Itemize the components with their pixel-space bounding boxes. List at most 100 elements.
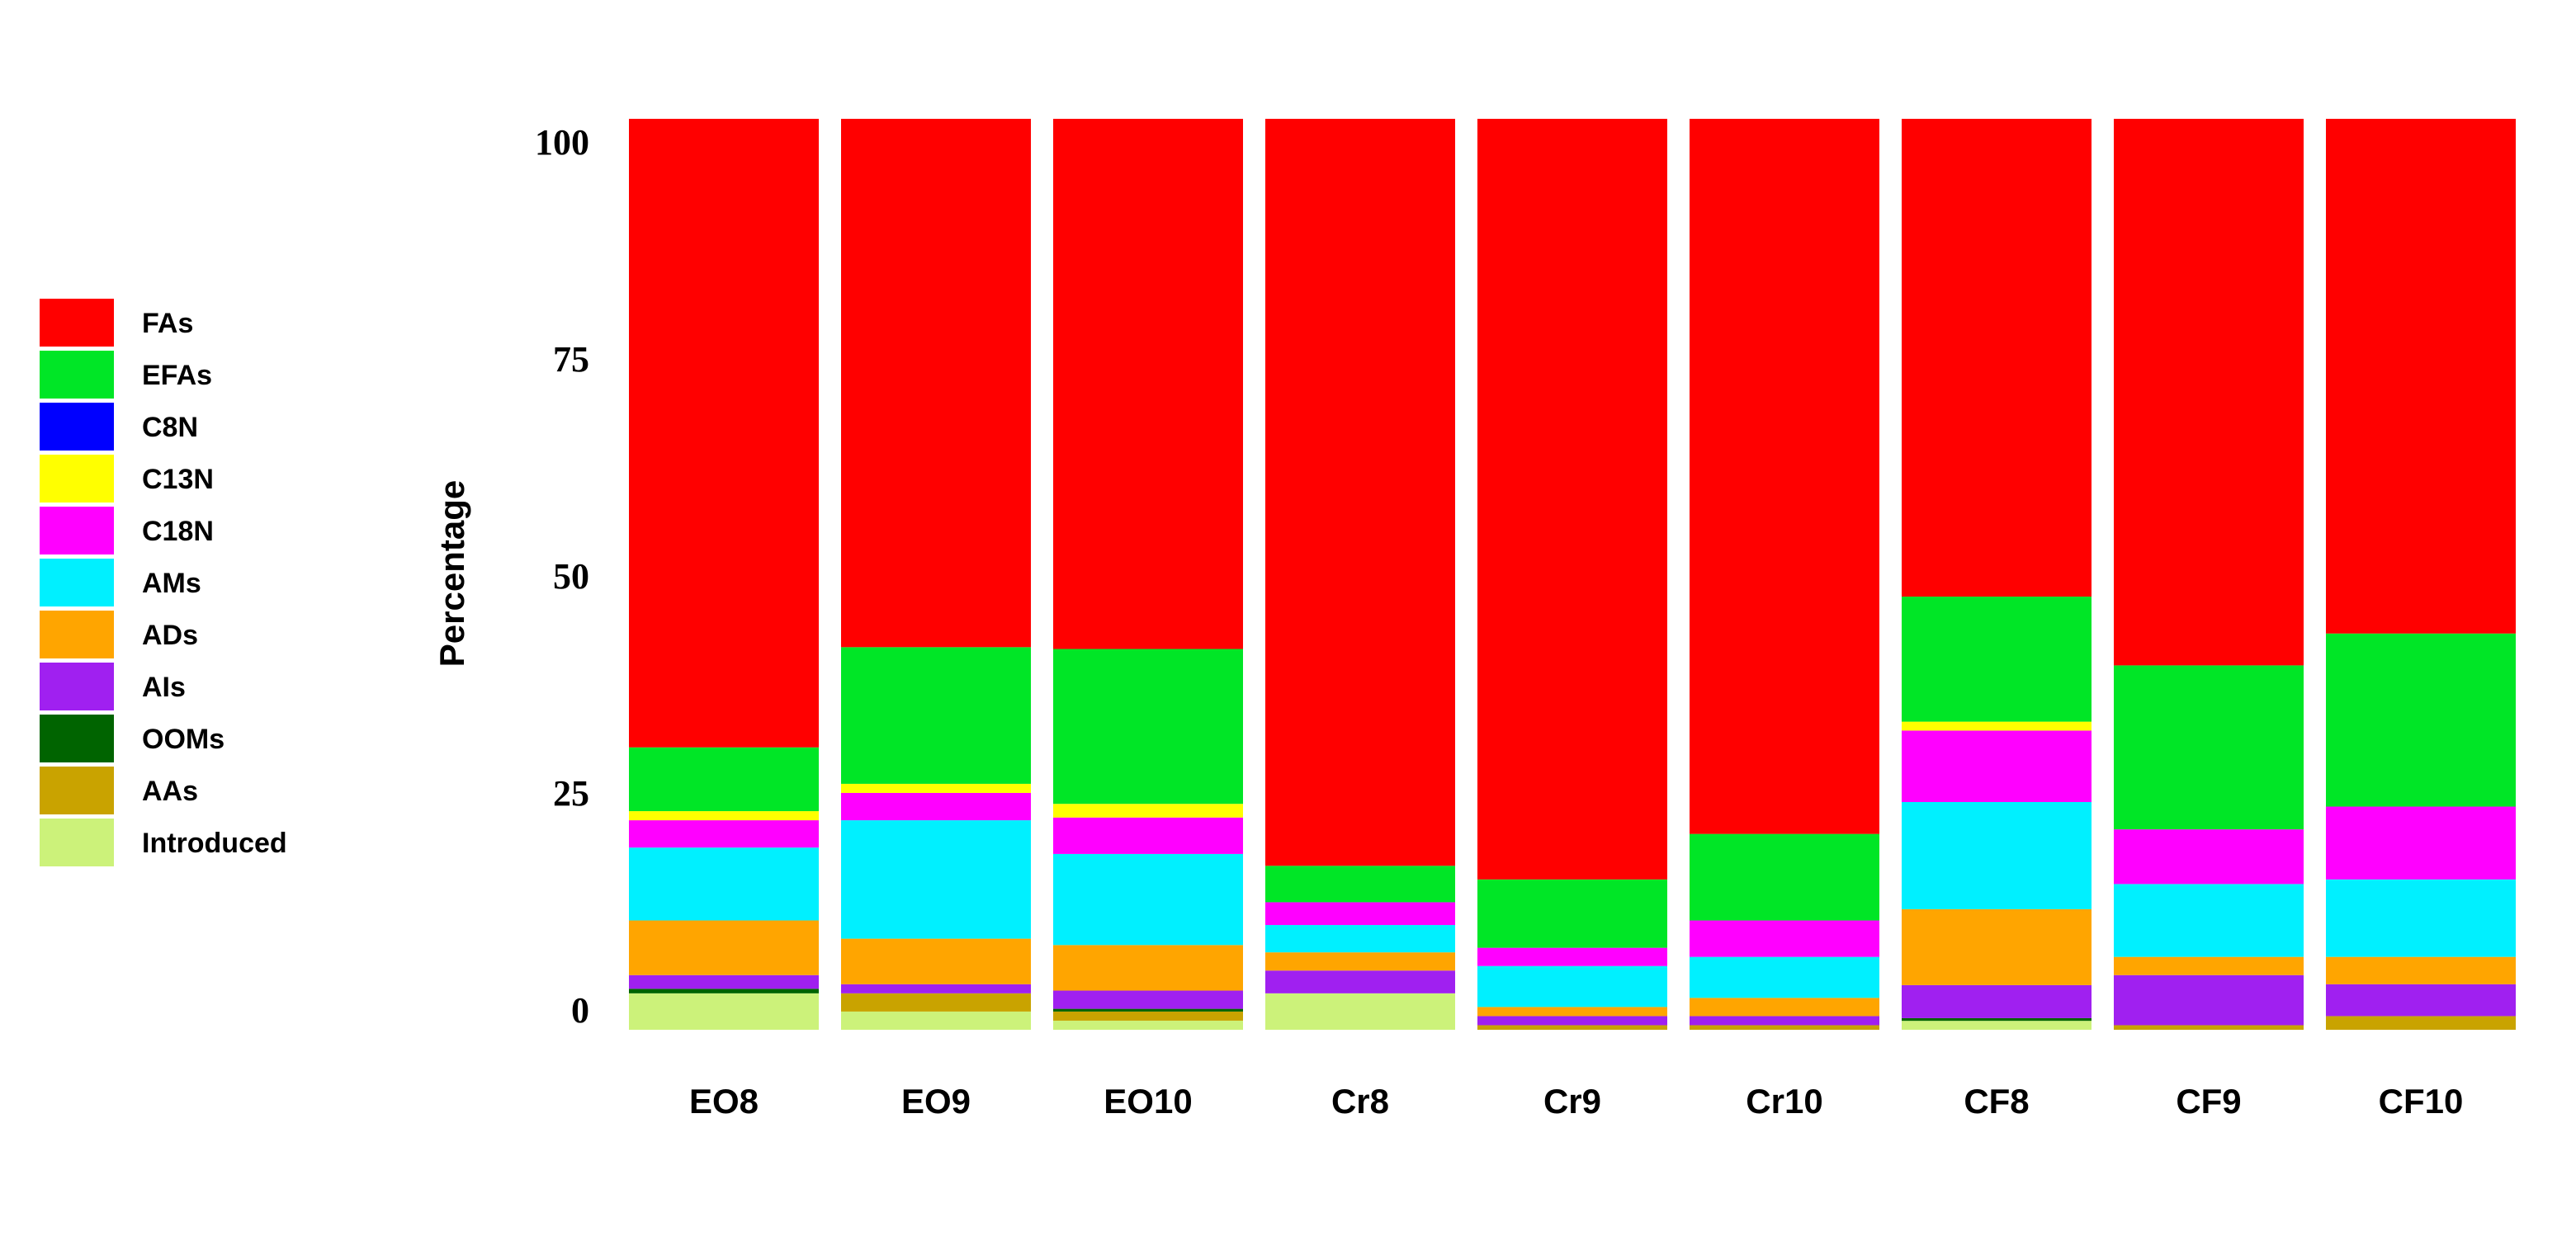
x-tick-label: Cr9 [1543, 1082, 1601, 1121]
legend-label-ams: AMs [142, 568, 201, 599]
x-tick-label: Cr8 [1331, 1082, 1389, 1121]
bar-cf10 [2326, 119, 2516, 1030]
bar-eo10 [1053, 119, 1243, 1030]
x-tick-label: CF9 [2176, 1082, 2241, 1121]
bar-segment-fas-cf8 [1902, 119, 2092, 597]
bar-segment-fas-cr10 [1690, 119, 1879, 834]
x-tick-label: EO10 [1104, 1082, 1192, 1121]
bar-segment-ooms-eo10 [1053, 1008, 1243, 1012]
bar-segment-c13n-cf8 [1902, 721, 2092, 731]
bar-segment-aas-cr10 [1690, 1025, 1879, 1030]
bar-segment-ads-cr10 [1690, 998, 1879, 1017]
bar-segment-introduced-cf8 [1902, 1021, 2092, 1030]
bar-segment-aas-eo10 [1053, 1011, 1243, 1021]
bar-cf8 [1902, 119, 2092, 1030]
bar-cr10 [1690, 119, 1879, 1030]
bar-segment-ads-cf10 [2326, 956, 2516, 984]
bar-segment-c18n-cf9 [2114, 829, 2304, 885]
bar-segment-c18n-cf8 [1902, 730, 2092, 802]
bar-segment-ams-eo9 [841, 820, 1031, 939]
x-tick-label: Cr10 [1746, 1082, 1822, 1121]
bars [629, 119, 2516, 1030]
legend-swatch-c8n [40, 403, 114, 451]
bar-segment-introduced-eo9 [841, 1011, 1031, 1030]
y-tick-label: 75 [553, 339, 589, 380]
bar-segment-efas-cr9 [1477, 879, 1667, 948]
bar-segment-ams-eo10 [1053, 853, 1243, 946]
bar-cr9 [1477, 119, 1667, 1030]
legend-swatch-aas [40, 767, 114, 814]
legend-swatch-ooms [40, 715, 114, 762]
legend: FAs EFAs C8N C13N C18N AMs ADs AIs OOMs AAs Introd… [40, 299, 287, 866]
bar-segment-c13n-eo10 [1053, 804, 1243, 818]
legend-swatch-introduced [40, 819, 114, 866]
bar-segment-ooms-cf8 [1902, 1017, 2092, 1022]
bar-segment-ads-cf8 [1902, 908, 2092, 985]
bar-segment-ais-cr9 [1477, 1016, 1667, 1026]
legend-swatch-c13n [40, 455, 114, 503]
bar-segment-c18n-cr8 [1265, 902, 1455, 926]
bar-segment-ooms-eo8 [629, 989, 819, 993]
bar-segment-ams-cf10 [2326, 879, 2516, 957]
legend-label-ais: AIs [142, 672, 186, 703]
bar-segment-ams-cr10 [1690, 956, 1879, 998]
bar-segment-efas-eo8 [629, 747, 819, 812]
bar-segment-fas-eo9 [841, 119, 1031, 648]
legend-swatch-efas [40, 351, 114, 399]
x-axis: EO8 EO9 EO10 Cr8 Cr9 Cr10 CF8 CF9 CF10 [689, 1082, 2463, 1121]
bar-segment-fas-cr8 [1265, 119, 1455, 866]
bar-segment-aas-cf10 [2326, 1016, 2516, 1030]
bar-segment-fas-cf9 [2114, 119, 2304, 666]
bar-segment-efas-cf10 [2326, 633, 2516, 807]
bar-segment-ads-eo8 [629, 920, 819, 975]
legend-label-ooms: OOMs [142, 724, 225, 755]
bar-segment-c18n-eo9 [841, 792, 1031, 821]
bar-segment-ais-eo9 [841, 984, 1031, 993]
legend-swatch-ais [40, 663, 114, 710]
y-axis: 0 25 50 75 100 [535, 122, 589, 1031]
legend-label-c13n: C13N [142, 464, 214, 495]
bar-segment-ams-cr9 [1477, 965, 1667, 1007]
legend-swatch-fas [40, 299, 114, 347]
legend-label-c18n: C18N [142, 516, 214, 547]
bar-segment-c18n-cr9 [1477, 947, 1667, 966]
bar-segment-ads-eo9 [841, 938, 1031, 984]
y-tick-label: 0 [571, 990, 589, 1031]
bar-segment-ads-eo10 [1053, 945, 1243, 991]
bar-segment-fas-eo10 [1053, 119, 1243, 649]
bar-segment-ais-cf8 [1902, 984, 2092, 1018]
bar-segment-fas-eo8 [629, 119, 819, 748]
bar-segment-ads-cr8 [1265, 952, 1455, 971]
legend-swatch-ads [40, 611, 114, 658]
bar-segment-fas-cr9 [1477, 119, 1667, 880]
bar-segment-c18n-eo10 [1053, 817, 1243, 854]
bar-segment-c18n-cr10 [1690, 920, 1879, 957]
bar-segment-introduced-eo10 [1053, 1020, 1243, 1030]
x-tick-label: CF8 [1964, 1082, 2029, 1121]
bar-cf9 [2114, 119, 2304, 1030]
bar-segment-ais-eo8 [629, 974, 819, 989]
bar-segment-c13n-eo8 [629, 811, 819, 821]
legend-label-introduced: Introduced [142, 828, 287, 859]
x-tick-label: EO9 [901, 1082, 971, 1121]
y-tick-label: 100 [535, 122, 589, 163]
bar-segment-ams-cr8 [1265, 925, 1455, 953]
y-axis-label: Percentage [432, 480, 471, 667]
x-tick-label: EO8 [689, 1082, 759, 1121]
bar-eo8 [629, 119, 819, 1030]
bar-segment-ais-cf10 [2326, 984, 2516, 1017]
bar-segment-ais-eo10 [1053, 990, 1243, 1009]
bar-segment-ams-cf8 [1902, 802, 2092, 909]
bar-segment-efas-cr10 [1690, 833, 1879, 921]
legend-label-aas: AAs [142, 776, 198, 807]
legend-label-ads: ADs [142, 620, 198, 651]
bar-segment-introduced-cr8 [1265, 993, 1455, 1030]
bar-segment-efas-cf9 [2114, 665, 2304, 830]
legend-swatch-ams [40, 559, 114, 606]
bar-segment-c13n-eo9 [841, 783, 1031, 793]
x-tick-label: CF10 [2379, 1082, 2464, 1121]
bar-segment-ads-cf9 [2114, 956, 2304, 975]
bar-segment-efas-cr8 [1265, 866, 1455, 903]
bar-segment-efas-cf8 [1902, 597, 2092, 722]
